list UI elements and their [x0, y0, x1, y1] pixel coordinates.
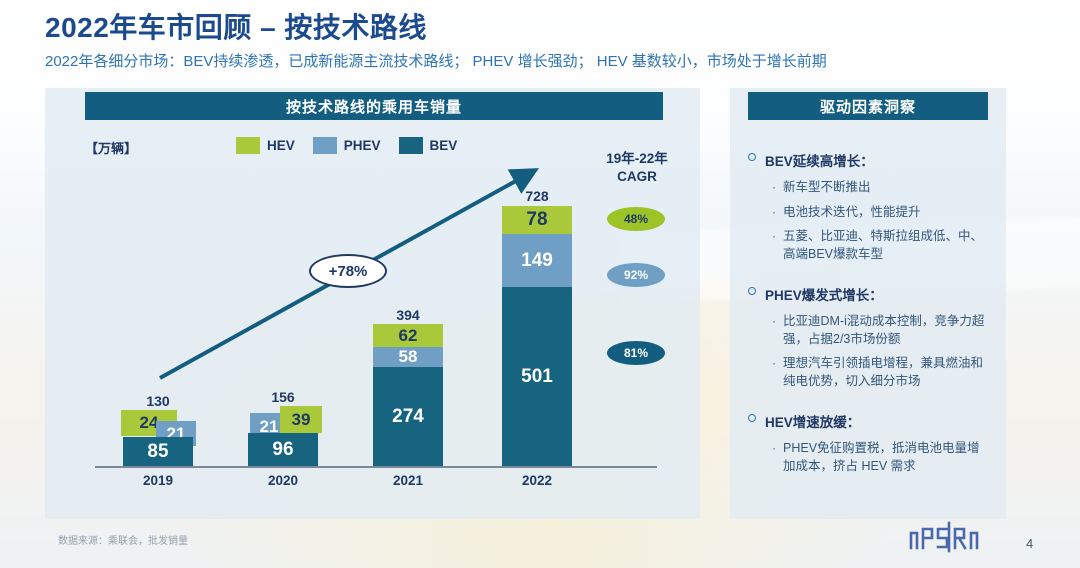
cagr-header-line2: CAGR: [617, 169, 657, 185]
cagr-header: 19年-22年 CAGR: [593, 150, 681, 186]
hev-swatch-icon: [236, 137, 260, 154]
bar-2022-hev-segment: 78: [502, 206, 572, 234]
chart-legend: HEV PHEV BEV: [236, 137, 457, 154]
legend-label-phev: PHEV: [343, 138, 381, 153]
year-label-2021: 2021: [392, 473, 424, 488]
dot-bullet-icon: ·: [772, 229, 776, 243]
year-label-2022: 2022: [521, 473, 553, 488]
unit-label: 【万辆】: [85, 141, 138, 156]
insight-bullet: · 比亚迪DM-i混动成本控制，竞争力超强，占据2/3市场份额: [772, 313, 992, 348]
cagr-badge-bev: 81%: [607, 341, 665, 365]
total-label-2020: 156: [271, 389, 295, 405]
ring-bullet-icon: [748, 414, 756, 422]
data-source-note: 数据来源：乘联会，批发销量: [58, 536, 188, 547]
insight-bullet: · 新车型不断推出: [772, 179, 992, 197]
bar-2021-hev-segment: 62: [373, 324, 443, 347]
insight-bullet: · 电池技术迭代，性能提升: [772, 204, 992, 222]
dot-bullet-icon: ·: [772, 204, 776, 219]
insights-content: BEV延续高增长： · 新车型不断推出 · 电池技术迭代，性能提升 · 五菱、比…: [748, 150, 992, 496]
x-axis-line: [95, 466, 657, 468]
total-label-2021: 394: [396, 307, 420, 323]
company-logo: [909, 521, 979, 553]
insight-bullet: · 理想汽车引领插电增程，兼具燃油和纯电优势，切入细分市场: [772, 355, 992, 390]
legend-item-phev: PHEV: [312, 137, 381, 154]
year-label-2019: 2019: [142, 473, 174, 488]
legend-label-bev: BEV: [429, 138, 458, 153]
page-number: 4: [1026, 536, 1034, 551]
insight-section-phev: PHEV爆发式增长： · 比亚迪DM-i混动成本控制，竞争力超强，占据2/3市场…: [748, 284, 992, 390]
cagr-header-line1: 19年-22年: [606, 151, 668, 166]
cagr-badge-phev: 92%: [607, 263, 665, 287]
legend-label-hev: HEV: [267, 138, 295, 153]
dot-bullet-icon: ·: [772, 314, 776, 328]
legend-item-hev: HEV: [236, 137, 295, 154]
bar-2020-hev-segment: 39: [280, 406, 322, 433]
insight-section-hev: HEV增速放缓： · PHEV免征购置税，抵消电池电量增加成本，挤占 HEV 需…: [748, 411, 992, 475]
year-label-2020: 2020: [267, 473, 299, 488]
insight-heading-bev: BEV延续高增长：: [748, 150, 992, 170]
insights-panel-banner: 驱动因素洞察: [748, 92, 988, 120]
total-label-2022: 728: [525, 188, 549, 204]
legend-item-bev: BEV: [398, 137, 458, 154]
bev-swatch-icon: [398, 137, 423, 154]
dot-bullet-icon: ·: [772, 356, 776, 370]
ring-bullet-icon: [748, 287, 756, 295]
dot-bullet-icon: ·: [772, 180, 776, 194]
insights-panel: 驱动因素洞察 BEV延续高增长： · 新车型不断推出 · 电池技术迭代，性能提升…: [730, 88, 1006, 519]
insight-section-bev: BEV延续高增长： · 新车型不断推出 · 电池技术迭代，性能提升 · 五菱、比…: [748, 150, 992, 263]
chart-panel-banner: 按技术路线的乘用车销量: [85, 92, 663, 120]
bar-2019-bev-segment: 85: [123, 437, 193, 467]
page-subtitle: 2022年各细分市场：BEV持续渗透，已成新能源主流技术路线； PHEV 增长强…: [45, 53, 827, 70]
phev-swatch-icon: [312, 137, 337, 154]
insight-bullet: · PHEV免征购置税，抵消电池电量增加成本，挤占 HEV 需求: [772, 440, 992, 475]
insight-heading-phev: PHEV爆发式增长：: [748, 284, 992, 304]
cagr-badge-hev: 48%: [607, 207, 665, 231]
growth-annotation-badge: +78%: [309, 254, 387, 288]
dot-bullet-icon: ·: [772, 441, 776, 455]
bar-2021-bev-segment: 274: [373, 367, 443, 467]
insight-bullet: · 五菱、比亚迪、特斯拉组成低、中、高端BEV爆款车型: [772, 228, 992, 263]
page-title: 2022年车市回顾 – 按技术路线: [45, 12, 427, 43]
total-label-2019: 130: [146, 393, 170, 409]
bar-2022-phev-segment: 149: [502, 234, 572, 287]
ring-bullet-icon: [748, 153, 756, 161]
bar-2022-bev-segment: 501: [502, 287, 572, 467]
insight-heading-hev: HEV增速放缓：: [748, 411, 992, 431]
bar-2021-phev-segment: 58: [373, 347, 443, 367]
bar-2020-bev-segment: 96: [248, 433, 318, 467]
